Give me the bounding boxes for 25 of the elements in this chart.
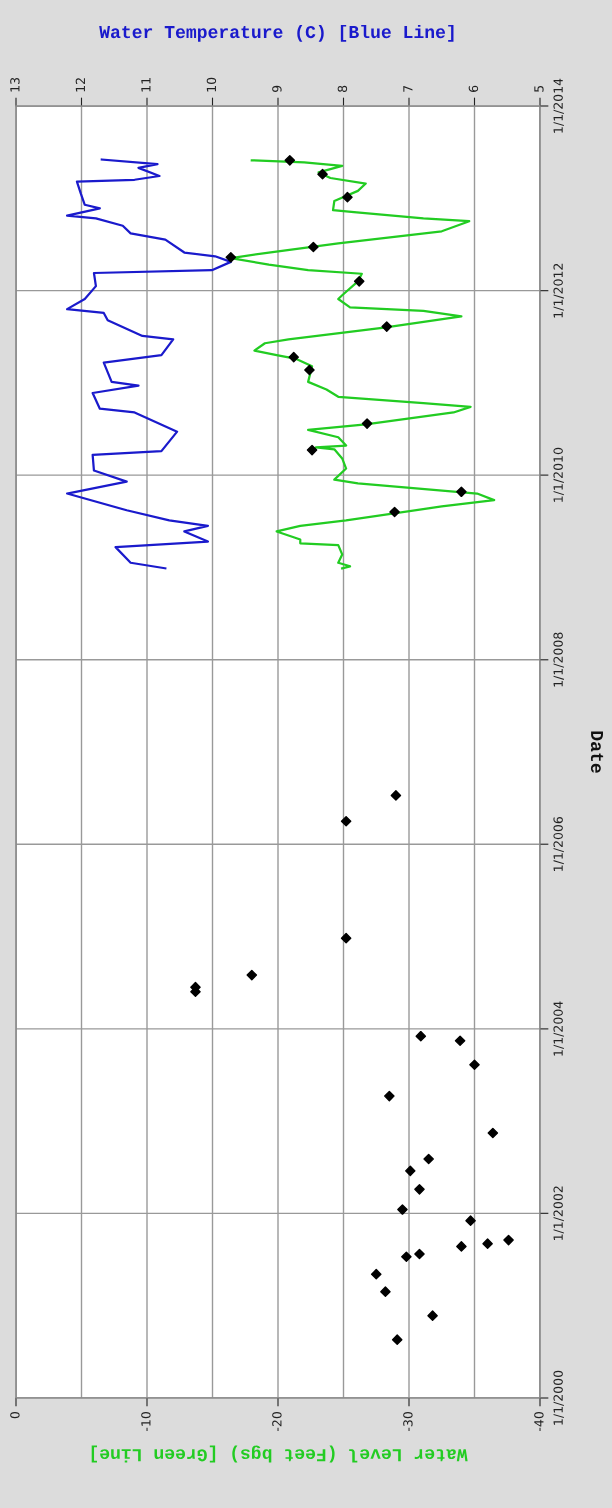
x-axis-title: Water Level (Feet bgs) [Green Line]: [91, 1445, 468, 1463]
x2-tick-label: 7: [403, 85, 413, 92]
x2-tick-label: 5: [534, 85, 544, 92]
x2-tick-label: 10: [206, 77, 217, 92]
x-tick-label: -30: [403, 1412, 413, 1431]
y-tick-label: 1/1/2012: [553, 263, 564, 318]
x2-tick-label: 13: [10, 77, 20, 92]
x-tick-label: -20: [272, 1412, 282, 1431]
y-tick-label: 1/1/2004: [553, 1001, 564, 1056]
y-tick-label: 1/1/2008: [553, 632, 564, 687]
x-tick-label: -10: [141, 1412, 151, 1431]
x2-axis-title: Water Temperature (C) [Blue Line]: [99, 24, 454, 42]
y-tick-label: 1/1/2014: [553, 78, 564, 133]
y-tick-label: 1/1/2002: [553, 1186, 564, 1241]
x-tick-label: -40: [534, 1412, 544, 1431]
y-tick-label: 1/1/2010: [553, 447, 564, 502]
y-axis-title: Date: [590, 731, 604, 773]
x2-tick-label: 12: [75, 78, 85, 92]
x2-tick-label: 8: [337, 85, 348, 92]
x2-tick-label: 9: [272, 85, 282, 93]
x2-tick-label: 6: [468, 85, 479, 92]
x2-tick-label: 11: [141, 78, 151, 92]
y-tick-label: 1/1/2000: [553, 1370, 564, 1425]
y-tick-label: 1/1/2006: [553, 816, 564, 871]
x-tick-label: 0: [10, 1412, 20, 1419]
